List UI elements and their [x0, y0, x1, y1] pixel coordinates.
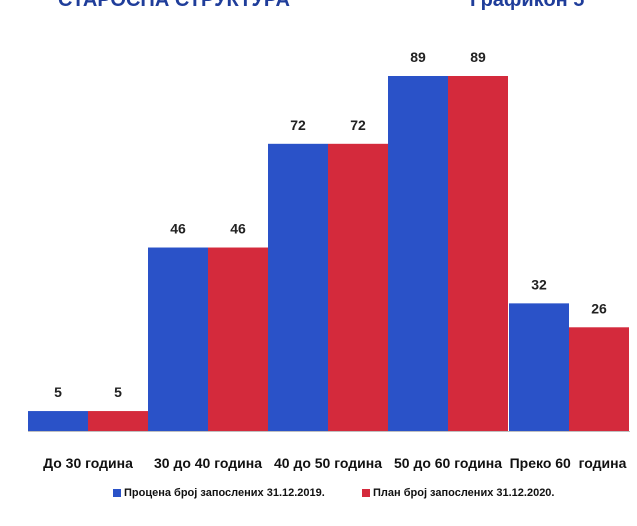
legend-swatch-2019: [113, 489, 121, 497]
bar-2020-40-50: [328, 143, 388, 431]
category-label-30-40: 30 до 40 година: [154, 455, 262, 471]
legend-swatch-2020: [362, 489, 370, 497]
bar-2019-preko-60: [509, 303, 569, 431]
bar-2019-30-40: [148, 247, 208, 431]
data-label-2019-preko-60: 32: [531, 276, 547, 292]
chart-header-title: СТАРОСНА СТРУКТУРА: [58, 0, 290, 11]
category-label-50-60: 50 до 60 година: [394, 455, 502, 471]
category-label-preko-60: Преко 60 година: [510, 455, 627, 471]
legend-item-2020: План број запослених 31.12.2020.: [362, 487, 554, 499]
data-label-2019-30-40: 46: [170, 221, 186, 237]
chart-header-figure-number: Графикон 5: [470, 0, 585, 11]
legend-label-2020: План број запослених 31.12.2020.: [373, 487, 555, 499]
data-label-2020-30-40: 46: [230, 221, 246, 237]
data-label-2020-40-50: 72: [350, 117, 366, 133]
data-label-2019-do-30: 5: [54, 384, 62, 400]
bar-chart: 5 5 До 30 година 46 46 30 до 40 година 72 72 40 …: [28, 49, 630, 471]
category-label-40-50: 40 до 50 година: [274, 455, 382, 471]
bar-2020-30-40: [208, 247, 268, 431]
category-label-do-30: До 30 година: [43, 455, 133, 471]
bar-2019-50-60: [388, 76, 448, 431]
bar-2020-50-60: [448, 76, 508, 431]
data-label-2020-do-30: 5: [114, 384, 122, 400]
data-label-2020-50-60: 89: [470, 49, 486, 65]
bar-2020-do-30: [88, 411, 148, 431]
bar-2020-preko-60: [569, 327, 629, 431]
bar-2019-40-50: [268, 143, 328, 431]
data-label-2020-preko-60: 26: [591, 300, 607, 316]
legend-label-2019: Процена број запослених 31.12.2019.: [124, 487, 325, 499]
legend-item-2019: Процена број запослених 31.12.2019.: [113, 487, 325, 499]
data-label-2019-40-50: 72: [290, 117, 306, 133]
data-label-2019-50-60: 89: [410, 49, 426, 65]
bar-2019-do-30: [28, 411, 88, 431]
